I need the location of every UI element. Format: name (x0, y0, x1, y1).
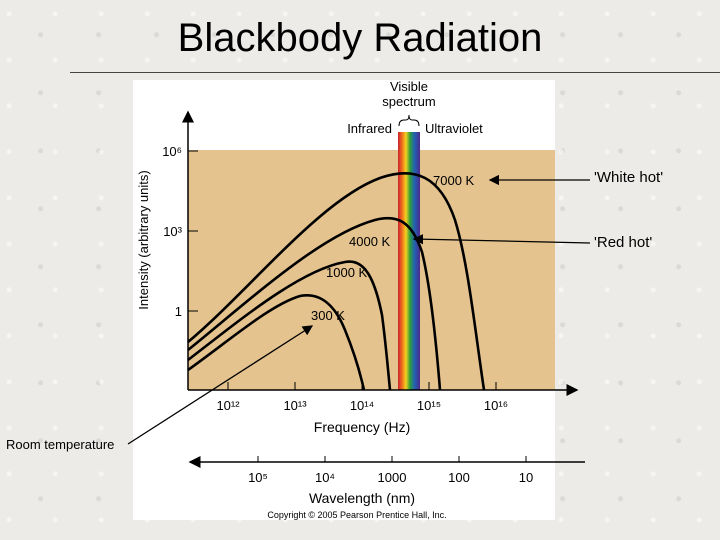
room-temperature-label: Room temperature (6, 437, 114, 452)
curve-7000k (187, 172, 486, 391)
copyright-credit: Copyright © 2005 Pearson Prentice Hall, … (267, 510, 446, 520)
wavelength-axis-label: Wavelength (nm) (309, 490, 415, 506)
y-tick-label: 1 (175, 304, 182, 319)
red-hot-label: 'Red hot' (594, 234, 652, 251)
wavelength-tick-label: 10⁵ (248, 470, 268, 485)
y-tick-label: 10⁶ (162, 144, 182, 159)
plot-background (188, 150, 555, 390)
x-axis-label: Frequency (Hz) (314, 419, 410, 435)
visible-brace (398, 114, 420, 127)
x-tick-label: 10¹³ (283, 398, 307, 413)
series-label-7000k: 7000 K (433, 173, 475, 188)
x-tick-label: 10¹² (216, 398, 240, 413)
visible-label: Visible (390, 79, 428, 94)
series-label-1000k: 1000 K (326, 265, 368, 280)
white-hot-label: 'White hot' (594, 169, 663, 186)
title-divider (70, 72, 720, 73)
wavelength-tick-label: 10 (519, 470, 533, 485)
curve-300k (187, 293, 366, 391)
ultraviolet-label: Ultraviolet (425, 121, 483, 136)
wavelength-tick-label: 10⁴ (315, 470, 335, 485)
wavelength-tick-label: 1000 (378, 470, 407, 485)
room-temp-arrow (127, 325, 314, 445)
spectrum-label: spectrum (382, 94, 435, 109)
infrared-label: Infrared (347, 121, 392, 136)
visible-band (398, 132, 420, 390)
red-hot-arrow (412, 234, 591, 245)
y-axis-label: Intensity (arbitrary units) (136, 170, 151, 309)
x-tick-label: 10¹⁶ (484, 398, 508, 413)
curve-4000k (187, 216, 442, 391)
series-label-4000k: 4000 K (349, 234, 391, 249)
x-tick-label: 10¹⁴ (350, 398, 374, 413)
slide-title: Blackbody Radiation (177, 16, 543, 60)
wavelength-ticks (257, 456, 527, 462)
y-tick-label: 10³ (163, 224, 182, 239)
series-label-300k: 300 K (311, 308, 345, 323)
curve-1000k (187, 260, 392, 391)
wavelength-tick-label: 100 (448, 470, 470, 485)
x-tick-label: 10¹⁵ (417, 398, 441, 413)
